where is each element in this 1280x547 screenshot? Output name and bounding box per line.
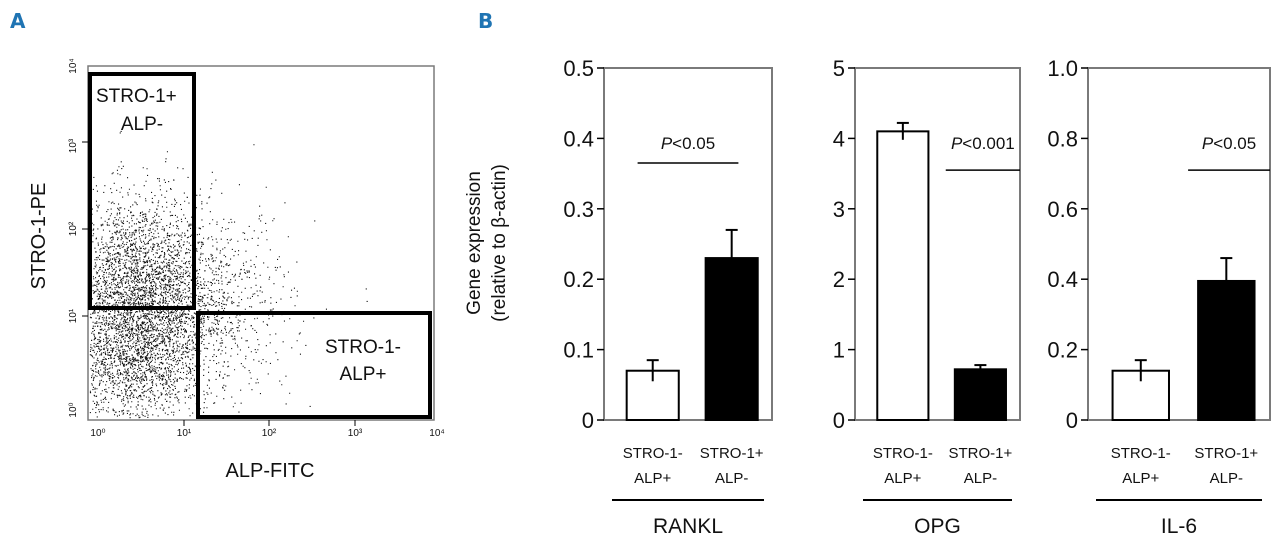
category-label: ALP+ [634,470,671,487]
y-tick-label: 0 [1066,408,1078,433]
flow-x-tick-label: 10² [262,428,277,439]
bar-chart-rankl: 0 0.1 0.2 0.3 0.4 0.5 STRO-1- ALP+ STRO-1+ ALP- P<… [563,56,773,538]
flow-x-tick-label: 10³ [348,428,363,439]
flow-y-tick-label: 10¹ [68,308,79,323]
flow-y-ticks [82,141,88,317]
bar-chart-il6: 0 0.2 0.4 0.6 0.8 1.0 STRO-1- ALP+ STRO-1+ ALP- P<… [1047,56,1271,538]
y-tick-label: 0.4 [563,126,594,151]
category-label: ALP+ [884,470,921,487]
flow-y-tick-label: 10³ [68,138,79,153]
category-label: STRO-1- [623,445,683,462]
y-tick-label: 0.2 [1047,338,1078,363]
gate-stro1-neg-alp-pos [196,311,432,419]
bar-chart-opg: 0 1 2 3 4 5 STRO-1- ALP+ STRO-1+ ALP- P<0.001 OPG [833,56,1021,538]
y-tick-label: 0.3 [563,197,594,222]
gate-stro1-pos-alp-neg [88,72,196,310]
category-label: ALP+ [1122,470,1159,487]
y-tick-label: 1 [833,338,845,363]
category-label: STRO-1+ [1194,445,1258,462]
bar-stro1-pos-alp-neg [1197,279,1256,421]
category-label: STRO-1+ [949,445,1013,462]
gene-title-il6: IL-6 [1161,515,1197,538]
y-tick-label: 0.4 [1047,267,1078,292]
y-tick-label: 2 [833,267,845,292]
gene-title-rankl: RANKL [653,515,723,538]
p-value-label: P<0.001 [951,134,1015,153]
panel-letter-b: B [478,9,493,33]
y-tick-label: 4 [833,126,845,151]
bar-stro1-pos-alp-neg [953,368,1007,422]
flow-x-ticks [183,420,356,426]
y-tick-label: 3 [833,197,845,222]
y-tick-label: 5 [833,56,845,81]
scatter-points [89,116,368,419]
category-label: ALP- [964,470,997,487]
y-tick-label: 0.5 [563,56,594,81]
flow-y-axis-label: STRO-1-PE [28,183,50,290]
y-tick-label: 0.1 [563,338,594,363]
gene-expression-label-line2: (relative to β-actin) [489,164,510,322]
y-tick-label: 0.8 [1047,126,1078,151]
category-label: STRO-1+ [700,445,764,462]
gate2-label-line2: ALP+ [339,364,386,385]
category-label: STRO-1- [1111,445,1171,462]
chart-frame [1087,67,1271,421]
chart-frame [854,67,1021,421]
bar-stro1-pos-alp-neg [704,257,759,421]
p-value-label: P<0.05 [1202,134,1256,153]
flow-y-tick-label: 10⁴ [68,58,79,73]
bar-stro1-neg-alp-pos [876,130,930,422]
scatter-point-cloud [89,116,368,419]
gene-expression-label-line1: Gene expression [464,171,485,315]
flow-plot: STRO-1+ ALP- STRO-1- ALP+ 10⁰ 10¹ 10² 10… [28,58,445,482]
gate2-label-line1: STRO-1- [325,337,401,358]
chart-frame [603,67,773,421]
flow-x-axis-label: ALP-FITC [226,460,315,482]
p-value-label: P<0.05 [661,134,715,153]
panel-letter-a: A [10,9,26,33]
category-label: ALP- [1210,470,1243,487]
flow-x-tick-label: 10¹ [177,428,192,439]
flow-x-tick-label: 10⁴ [429,428,444,439]
category-label: ALP- [715,470,748,487]
category-label: STRO-1- [873,445,933,462]
gate1-label-line1: STRO-1+ [96,86,177,107]
flow-y-tick-label: 10⁰ [68,402,79,417]
flow-y-tick-label: 10² [68,221,79,236]
y-tick-label: 1.0 [1047,56,1078,81]
y-tick-label: 0.2 [563,267,594,292]
y-tick-label: 0 [833,408,845,433]
bar-charts: 0 0.1 0.2 0.3 0.4 0.5 STRO-1- ALP+ STRO-1+ ALP- P<… [563,56,1271,538]
y-tick-label: 0 [582,408,594,433]
gate1-label-line2: ALP- [121,114,163,135]
y-tick-label: 0.6 [1047,197,1078,222]
flow-x-tick-label: 10⁰ [90,428,105,439]
gene-title-opg: OPG [914,515,961,538]
